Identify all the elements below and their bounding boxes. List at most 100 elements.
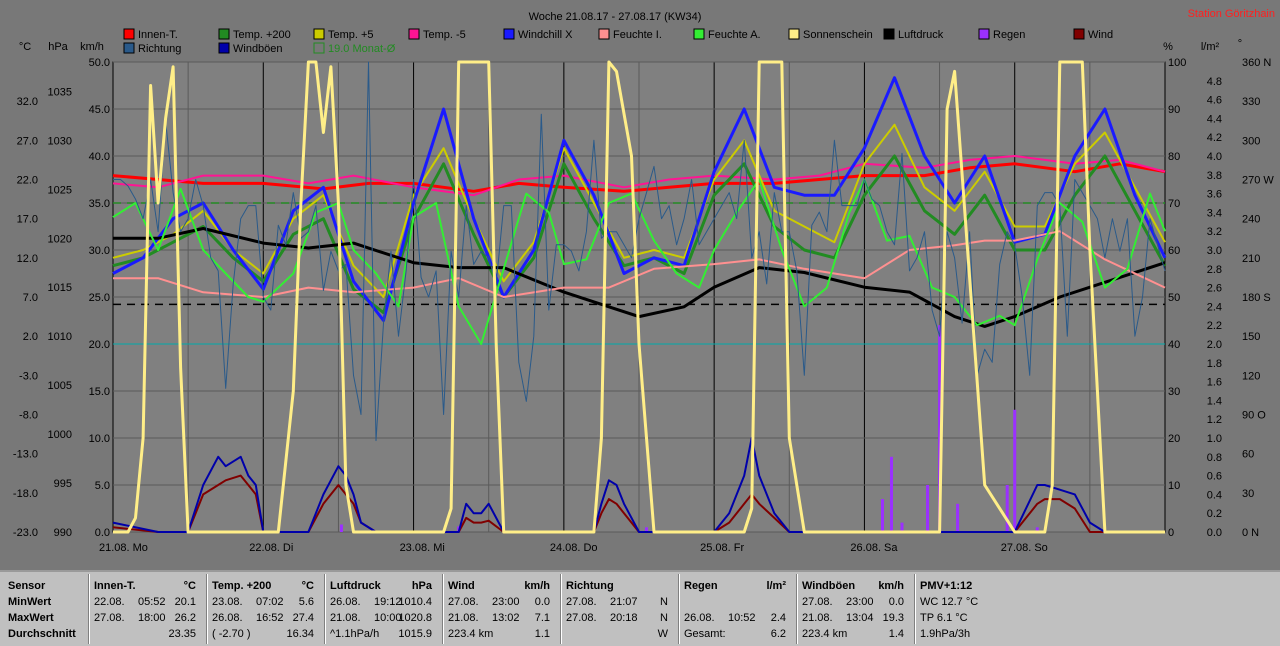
innen-temp-date: 27.08. [94,612,125,624]
legend-label: Regen [993,29,1025,41]
pressure-tick-label: 1035 [48,86,72,98]
pressure-unit: hPa [411,580,432,592]
pressure-tick-label: 1025 [48,184,72,196]
legend-swatch [123,28,135,40]
rain-date: Gesamt: [684,628,726,640]
rain-tick-label: 0.0 [1207,527,1222,539]
sensor-header: Sensor [8,580,46,592]
wind-row: 21.08. 13:02 7.1 [448,610,554,626]
direction-tick-label: 300 [1242,135,1260,147]
series-line-innen-t- [112,162,1166,193]
outside-temp-header: Temp. +200 [212,580,272,592]
legend-swatch [313,28,325,40]
rain-tick-label: 3.0 [1207,245,1222,257]
legend-label: 19.0 Monat-Ø [328,43,396,55]
series-line-windchill-x [112,76,1167,322]
innen-temp-row: 23.35 [94,626,200,642]
rain-tick-label: 0.4 [1207,489,1222,501]
outside-temp-time: 07:02 [256,596,284,608]
wind-date: 223.4 km [448,628,494,640]
wind-row: 223.4 km 1.1 [448,626,554,642]
series-line-luftdruck [113,227,1166,328]
rain-tick-label: 0.8 [1207,452,1222,464]
rain-bar [926,485,930,532]
pressure-tick-label: 1020 [48,233,72,245]
temp-tick-label: -13.0 [13,449,38,461]
innen-temp-value: 23.35 [168,628,196,640]
wind-tick-label: 45.0 [89,104,110,116]
rain-bar [1013,409,1017,532]
pressure-tick-label: 990 [54,527,72,539]
temp-tick-label: 27.0 [17,135,38,147]
legend-swatch [313,42,325,54]
innen-temp-value: 20.1 [174,596,196,608]
wind-value: 7.1 [534,612,550,624]
direction-row: 27.08. 20:18 N [566,610,672,626]
legend-label: Innen-T. [138,29,178,41]
rain-header: Regen [684,580,718,592]
pressure-time: 10:00 [374,612,402,624]
pressure-column: Luftdruck hPa 26.08. 19:12 1010.4 21.08. 10:00… [330,578,436,642]
legend-label: Feuchte I. [613,29,662,41]
gusts-value: 0.0 [888,596,904,608]
wind-tick-label: 5.0 [95,480,110,492]
x-tick-label: 23.08. Mi [400,542,445,554]
pressure-row: 26.08. 19:12 1010.4 [330,594,436,610]
direction-tick-label: 180 S [1242,292,1271,304]
legend-label: Temp. +200 [233,29,291,41]
wind-header: Wind [448,580,475,592]
x-tick-label: 22.08. Di [249,542,293,554]
legend-swatch [883,28,895,40]
gusts-value: 19.3 [882,612,904,624]
x-tick-label: 27.08. So [1001,542,1048,554]
gusts-date: 21.08. [802,612,833,624]
series-line-temp-200 [112,154,1167,315]
rain-date: 26.08. [684,612,715,624]
wind-tick-label: 0.0 [95,527,110,539]
pressure-row: 21.08. 10:00 1020.8 [330,610,436,626]
humidity-unit-label: % [1163,41,1173,53]
legend-label: Temp. +5 [328,29,374,41]
outside-temp-value: 27.4 [292,612,314,624]
direction-row: 27.08. 21:07 N [566,594,672,610]
legend-label: Feuchte A. [708,29,761,41]
pressure-value: 1015.9 [398,628,432,640]
outside-temp-date: 26.08. [212,612,243,624]
gusts-header: Windböen [802,580,856,592]
rain-value: 2.4 [770,612,786,624]
rain-tick-label: 0.6 [1207,471,1222,483]
rain-row: Gesamt: 6.2 [684,626,790,642]
rain-tick-label: 2.6 [1207,283,1222,295]
humidity-tick-label: 100 [1168,57,1186,69]
wind-date: 21.08. [448,612,479,624]
direction-time: 20:18 [610,612,638,624]
outside-temp-date: 23.08. [212,596,243,608]
rain-tick-label: 1.0 [1207,433,1222,445]
pressure-header: Luftdruck [330,580,381,592]
chart-title: Woche 21.08.17 - 27.08.17 (KW34) [529,11,702,23]
direction-value: N [660,596,668,608]
pressure-tick-label: 1005 [48,380,72,392]
temp-tick-label: 7.0 [23,292,38,304]
humidity-tick-label: 80 [1168,151,1180,163]
humidity-tick-label: 20 [1168,433,1180,445]
wind-column: Wind km/h 27.08. 23:00 0.0 21.08. 13:02 7.1 223.… [448,578,554,642]
rain-tick-label: 2.4 [1207,301,1222,313]
pmv-dewpoint: TP 6.1 °C [920,612,968,624]
rain-column: Regen l/m² 26.08. 10:52 2.4 Gesamt: 6.2 [684,578,790,642]
gusts-row: 27.08. 23:00 0.0 [802,594,908,610]
humidity-tick-label: 10 [1168,480,1180,492]
rain-row: 26.08. 10:52 2.4 [684,610,790,626]
outside-temp-row: 23.08. 07:02 5.6 [212,594,318,610]
rain-bar [1005,485,1009,532]
pressure-row: ^1.1hPa/h 1015.9 [330,626,436,642]
rain-unit-label: l/m² [1201,41,1220,53]
pressure-time: 19:12 [374,596,402,608]
rain-tick-label: 2.0 [1207,339,1222,351]
pressure-tick-label: 995 [54,478,72,490]
min-label: MinWert [8,596,52,608]
rain-row [684,594,790,610]
wind-tick-label: 20.0 [89,339,110,351]
rain-tick-label: 4.6 [1207,95,1222,107]
rain-tick-label: 3.8 [1207,170,1222,182]
